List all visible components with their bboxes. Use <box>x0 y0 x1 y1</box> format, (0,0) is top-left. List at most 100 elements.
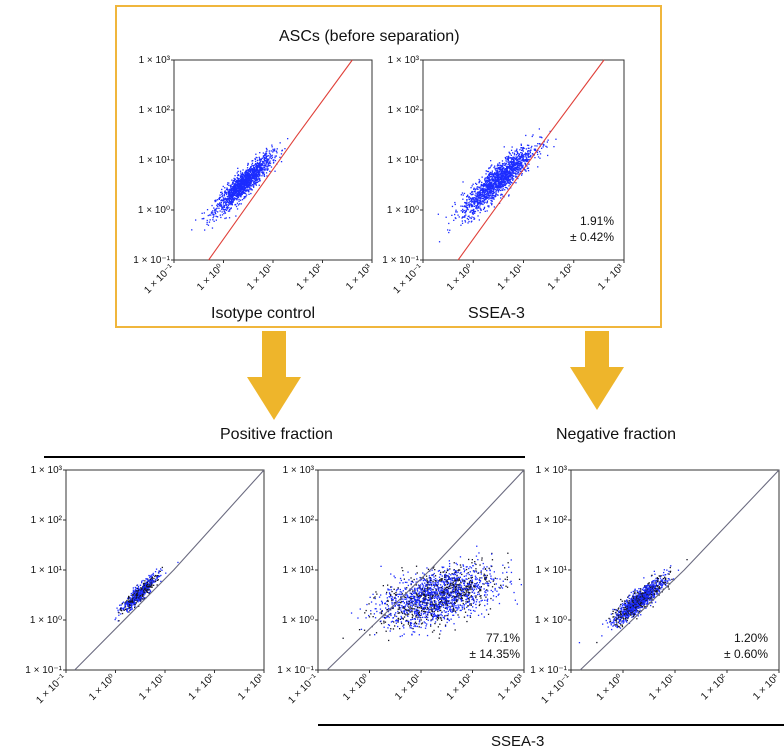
data-point <box>258 178 261 180</box>
data-point <box>518 163 520 165</box>
data-point <box>130 608 132 610</box>
data-point <box>501 164 503 166</box>
data-point <box>458 616 460 618</box>
data-point <box>497 184 499 186</box>
gate-line <box>457 59 605 261</box>
data-point <box>489 192 492 194</box>
data-point <box>266 169 268 171</box>
data-point <box>447 613 449 615</box>
data-point <box>215 200 217 202</box>
data-point <box>500 166 502 168</box>
data-point <box>128 602 130 604</box>
data-point <box>438 605 440 607</box>
data-point <box>486 581 488 583</box>
data-point <box>210 214 212 216</box>
y-tick-label: 1 × 10³ <box>388 55 420 66</box>
data-point <box>239 187 241 189</box>
data-point <box>149 576 151 578</box>
data-point <box>388 589 390 591</box>
data-point <box>489 167 491 169</box>
data-point <box>474 188 476 190</box>
data-point <box>250 180 252 182</box>
data-point <box>435 593 437 595</box>
data-point <box>527 170 530 172</box>
data-point <box>138 605 140 607</box>
data-point <box>521 147 523 149</box>
data-point <box>490 160 492 162</box>
data-point <box>471 199 473 201</box>
data-point <box>489 608 492 610</box>
data-point <box>497 169 499 171</box>
data-point <box>486 184 488 186</box>
data-point <box>520 163 523 165</box>
data-point <box>161 566 163 569</box>
data-point <box>426 623 428 625</box>
data-point <box>448 606 451 608</box>
data-point <box>131 601 133 603</box>
data-point <box>463 205 465 208</box>
data-point <box>235 197 237 199</box>
data-point <box>497 163 499 165</box>
data-point <box>124 605 126 607</box>
data-point <box>141 590 143 592</box>
data-point <box>219 194 221 196</box>
data-point <box>151 579 153 581</box>
data-point <box>134 605 136 607</box>
data-point <box>456 596 458 599</box>
data-point <box>522 149 524 151</box>
data-point <box>496 189 499 191</box>
data-point <box>143 584 145 586</box>
data-point <box>425 604 427 607</box>
data-point <box>486 189 488 191</box>
data-point <box>262 162 264 164</box>
data-point <box>481 176 483 178</box>
data-point <box>409 623 412 625</box>
data-point <box>462 208 464 211</box>
data-point <box>477 210 479 212</box>
data-point <box>424 579 427 581</box>
data-point <box>415 584 418 586</box>
data-point <box>229 200 232 203</box>
data-point <box>270 155 272 157</box>
data-point <box>255 184 257 186</box>
data-point <box>466 566 468 568</box>
data-point <box>487 183 489 185</box>
data-point <box>445 614 447 617</box>
data-point <box>425 602 427 605</box>
data-point <box>474 586 476 588</box>
data-point <box>263 165 265 167</box>
data-point <box>143 589 145 591</box>
data-point <box>254 167 256 169</box>
data-point <box>241 178 243 181</box>
data-point <box>438 596 440 598</box>
data-point <box>455 211 457 213</box>
data-point <box>128 600 131 602</box>
data-point <box>255 175 257 177</box>
data-point <box>246 180 249 182</box>
data-point <box>503 181 505 183</box>
data-point <box>437 587 439 589</box>
data-point <box>455 577 458 579</box>
data-point <box>235 205 238 208</box>
data-point <box>506 180 508 182</box>
data-point <box>492 190 494 192</box>
data-point <box>429 605 431 608</box>
data-point <box>120 607 122 609</box>
data-point <box>132 589 134 591</box>
x-tick-label: 1 × 10⁰ <box>445 262 475 292</box>
data-point <box>156 577 158 579</box>
data-point <box>509 176 511 178</box>
data-point <box>458 586 460 589</box>
data-point <box>512 161 514 163</box>
data-point <box>537 166 539 168</box>
data-point <box>520 144 522 146</box>
data-point <box>380 565 382 567</box>
data-point <box>537 143 539 145</box>
data-point <box>488 180 490 182</box>
data-point <box>215 215 217 217</box>
data-point <box>379 612 381 614</box>
data-point <box>246 175 248 177</box>
data-point <box>416 592 418 594</box>
data-point <box>234 193 236 195</box>
data-point <box>232 189 234 191</box>
